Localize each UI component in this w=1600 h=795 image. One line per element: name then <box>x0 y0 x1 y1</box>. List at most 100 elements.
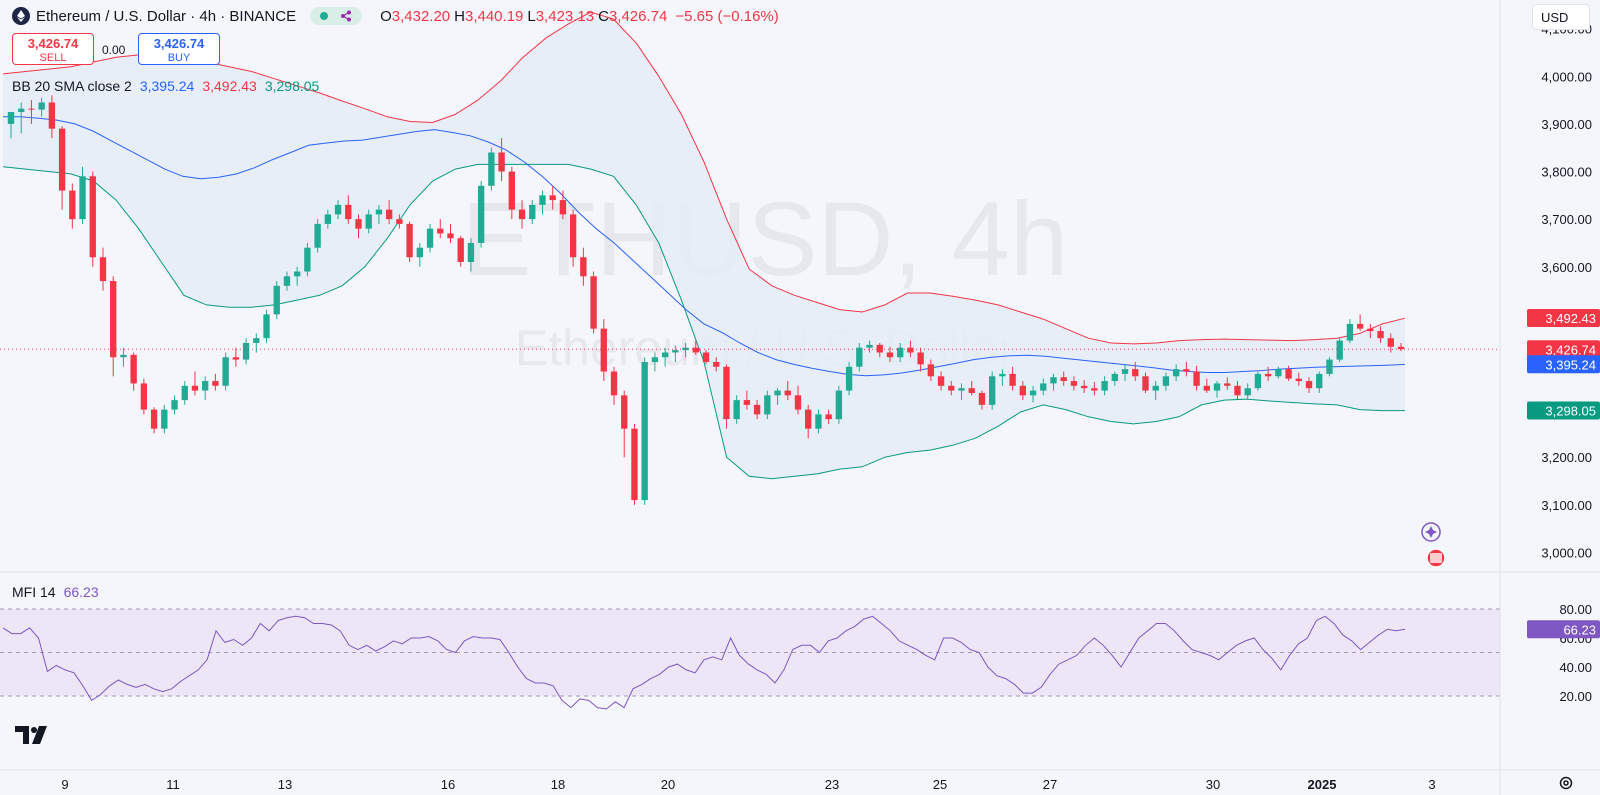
status-pill[interactable] <box>310 7 363 25</box>
candle-body <box>1070 381 1078 386</box>
mfi-value: 66.23 <box>63 584 99 600</box>
candle-body <box>1101 381 1108 391</box>
candle-body <box>539 195 546 205</box>
price-tick-label: 3,700.00 <box>1541 212 1592 227</box>
candle-body <box>212 381 219 386</box>
close-value: 3,426.74 <box>608 7 668 25</box>
candle-body <box>529 204 536 220</box>
low-value: 3,423.13 <box>535 7 595 25</box>
candle-body <box>222 357 229 386</box>
candle-body <box>927 364 935 377</box>
bb-legend[interactable]: BB 20 SMA close 2 3,395.24 3,492.43 3,29… <box>12 77 327 95</box>
candle-body <box>7 112 15 124</box>
mfi-legend[interactable]: MFI 14 66.23 <box>12 583 107 601</box>
candle-body <box>600 328 607 372</box>
spread-value: 0.00 <box>102 43 126 57</box>
candle-body <box>150 409 158 429</box>
currency-select[interactable]: USD <box>1532 4 1590 30</box>
close-label: C <box>598 7 609 25</box>
ethereum-icon <box>12 7 30 25</box>
candle-body <box>1264 373 1272 377</box>
candle-body <box>69 190 76 220</box>
candle-body <box>202 381 209 391</box>
candle-body <box>897 347 904 358</box>
candle-body <box>1080 385 1088 389</box>
candles <box>7 95 1405 505</box>
candle-body <box>651 357 659 362</box>
candle-body <box>294 271 301 277</box>
mfi-pane <box>0 608 1500 710</box>
candle-body <box>79 176 86 220</box>
price-tick-label: 3,100.00 <box>1541 498 1592 513</box>
candle-body <box>1121 369 1129 374</box>
price-tick-label: 3,900.00 <box>1541 117 1592 132</box>
candle-body <box>120 354 127 358</box>
candle-body <box>805 409 812 429</box>
candle-body <box>334 204 342 215</box>
symbol-title[interactable]: Ethereum / U.S. Dollar · 4h · BINANCE <box>36 7 297 25</box>
candle-body <box>1254 373 1262 389</box>
candle-body <box>866 344 873 348</box>
candle-body <box>876 344 883 353</box>
candle-body <box>447 233 454 239</box>
candle-body <box>713 362 720 367</box>
time-tick-label: 25 <box>933 777 947 792</box>
candle-body <box>130 354 137 384</box>
open-label: O <box>380 7 392 25</box>
candle-body <box>907 347 914 353</box>
candle-body <box>1387 338 1394 347</box>
candle-body <box>672 350 679 353</box>
candle-body <box>1326 359 1333 374</box>
candle-body <box>1316 373 1323 389</box>
candle-body <box>498 152 505 172</box>
candle-body <box>1305 381 1313 389</box>
candle-body <box>610 371 618 396</box>
chart-icons[interactable] <box>1421 522 1446 568</box>
candle-body <box>794 395 802 410</box>
candle-body <box>457 238 464 262</box>
time-tick-label: 2025 <box>1308 777 1337 792</box>
candle-body <box>345 204 352 220</box>
candle-body <box>283 276 291 286</box>
candle-body <box>948 385 955 391</box>
candle-body <box>1397 346 1405 350</box>
buy-button[interactable]: 3,426.74 BUY <box>138 33 220 65</box>
symbol-header: Ethereum / U.S. Dollar · 4h · BINANCE O 3… <box>12 6 779 26</box>
tradingview-logo-icon[interactable] <box>15 726 51 744</box>
candle-body <box>253 338 260 343</box>
candle-body <box>784 390 791 396</box>
alert-icon-star <box>1425 526 1437 538</box>
candle-body <box>1193 371 1200 386</box>
candle-body <box>682 347 689 351</box>
price-axis-label <box>1527 401 1600 420</box>
settings-gear-icon[interactable] <box>1558 775 1574 791</box>
price-axis-background <box>1500 0 1600 795</box>
bb-basis-line <box>3 116 1406 377</box>
candle-body <box>518 209 526 220</box>
candle-body <box>324 214 332 224</box>
mfi-axis-label-text: 66.23 <box>1563 622 1596 637</box>
candle-body <box>1295 378 1302 382</box>
price-tick-label: 4,000.00 <box>1541 69 1592 84</box>
candle-body <box>161 409 168 429</box>
sell-button[interactable]: 3,426.74 SELL <box>12 33 94 65</box>
candle-body <box>314 223 321 248</box>
candle-body <box>38 102 45 110</box>
candle-body <box>702 352 710 362</box>
bb-name: BB 20 SMA close 2 <box>12 78 132 94</box>
candle-body <box>273 285 280 315</box>
high-value: 3,440.19 <box>464 7 524 25</box>
time-tick-label: 18 <box>551 777 565 792</box>
time-tick-label: 27 <box>1043 777 1057 792</box>
alert-icon[interactable] <box>1421 522 1441 542</box>
candle-body <box>1203 385 1210 391</box>
candle-body <box>140 383 148 410</box>
bb-basis-value: 3,395.24 <box>139 78 195 94</box>
price-tick-label: 3,800.00 <box>1541 165 1592 180</box>
candle-body <box>1009 373 1016 386</box>
candle-body <box>621 395 628 429</box>
candle-body <box>1172 369 1180 377</box>
market-open-icon <box>320 12 329 20</box>
